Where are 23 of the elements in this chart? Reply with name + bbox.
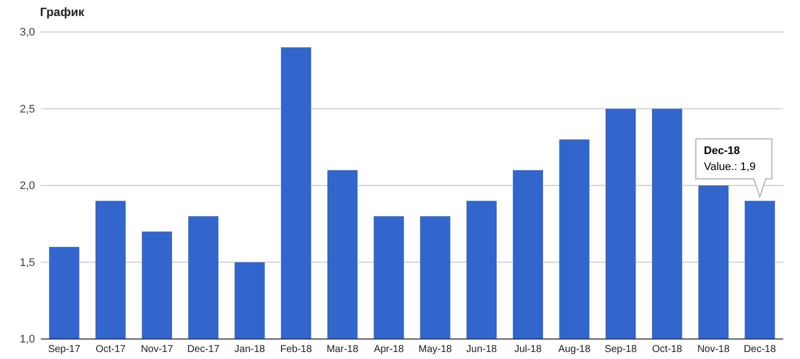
chart-title: График [40,5,86,19]
x-tick-label: Sep-18 [604,344,638,356]
y-tick-label: 2,5 [20,103,35,116]
y-tick-label: 3,0 [20,26,35,39]
y-tick-label: 2,0 [20,180,35,192]
x-tick-label: Mar-18 [326,344,359,356]
x-tick-label: Aug-18 [558,344,591,356]
x-tick-label: Nov-17 [140,344,174,356]
x-tick-label: Sep-17 [48,344,81,356]
y-tick-label: 1,0 [20,334,35,346]
x-tick-label: Jul-18 [514,344,542,356]
x-tick-label: Oct-17 [96,344,126,356]
x-tick-label: Oct-18 [652,344,683,356]
x-tick-label: Feb-18 [280,344,312,356]
x-tick-label: Apr-18 [374,344,404,356]
x-tick-label: Dec-18 [744,344,776,356]
x-tick-label: Nov-18 [697,344,730,356]
y-tick-label: 1,5 [20,256,35,269]
x-tick-label: May-18 [418,344,452,356]
x-tick-label: Jan-18 [234,344,266,356]
annotation: Dec-18 Value.: 1,9 [704,144,756,173]
x-tick-label: Dec-17 [187,344,220,356]
x-tick-label: Jun-18 [466,344,498,356]
